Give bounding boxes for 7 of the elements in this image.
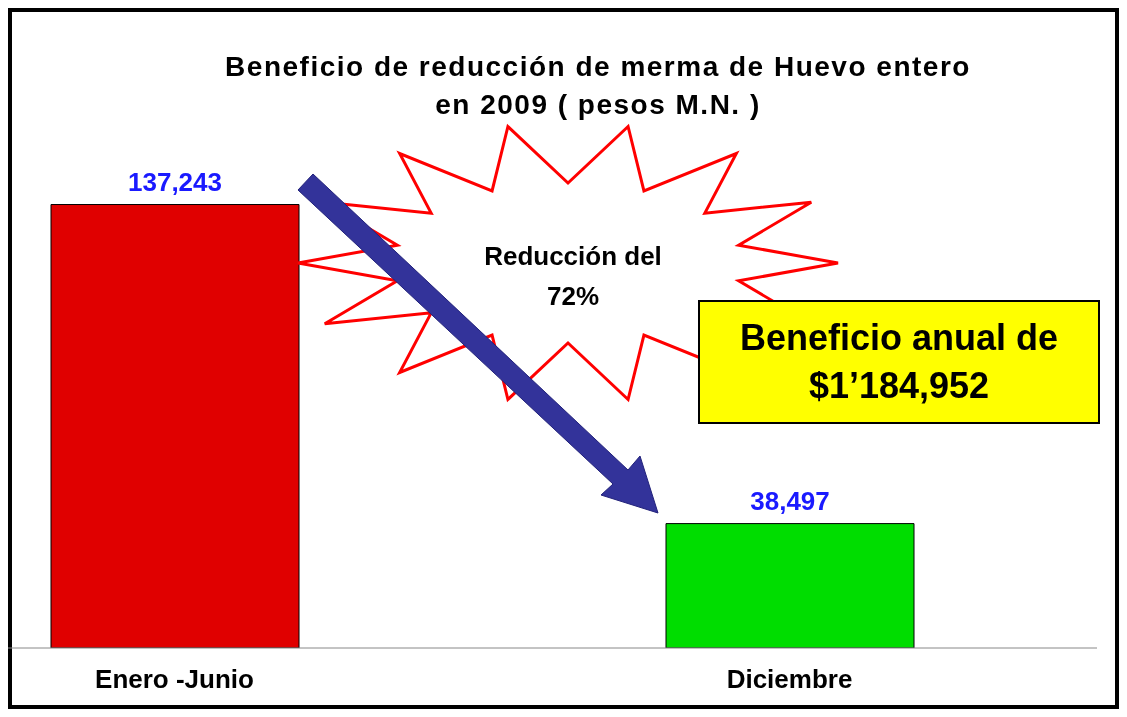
data-label: 137,243 — [128, 166, 222, 197]
data-label: 38,497 — [750, 485, 830, 516]
annotation: Reducción del 72% — [483, 240, 663, 313]
chart-title: Beneficio de reducción de merma de Huevo entero en 2009 ( pesos M.N. ) — [224, 50, 972, 122]
x-tick-label: Enero -Junio — [95, 664, 254, 695]
x-tick-label: Diciembre — [726, 664, 853, 695]
annotation: Beneficio anual de $1’184,952 — [698, 300, 1100, 424]
